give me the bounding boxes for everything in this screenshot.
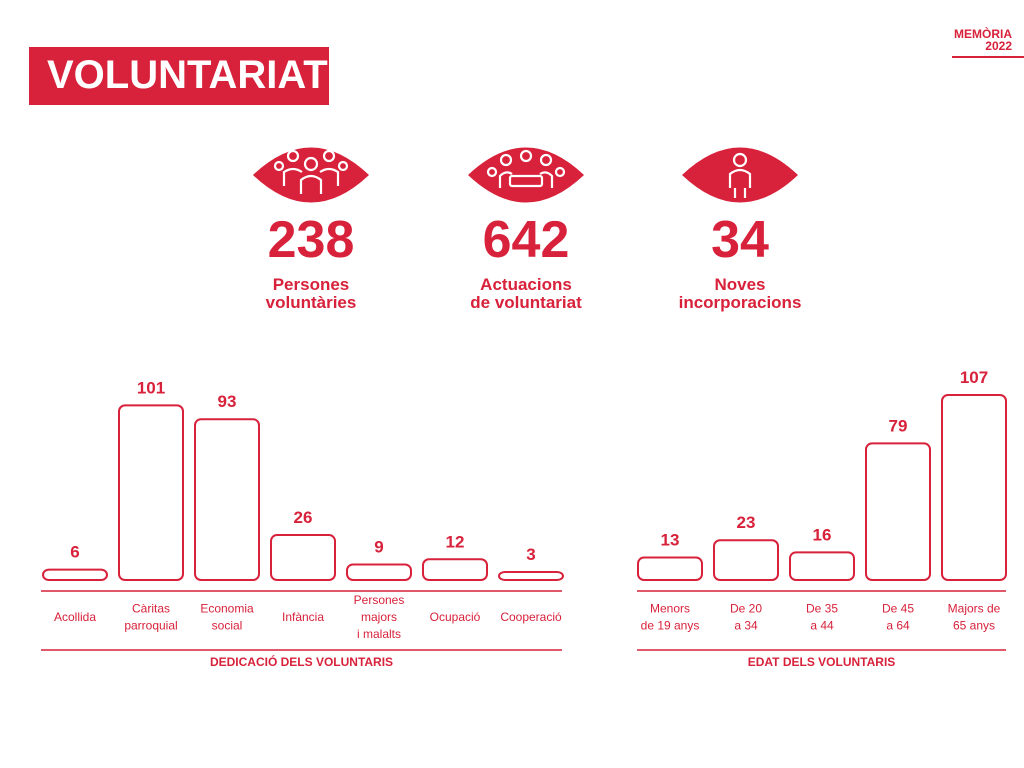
logo-line2: 2022: [985, 39, 1012, 53]
group-eye-icon: [253, 147, 369, 203]
dedicacio-value-label-3: 26: [294, 508, 313, 527]
dedicacio-chart-title: DEDICACIÓ DELS VOLUNTARIS: [210, 654, 393, 669]
edat-value-label-4: 107: [960, 368, 988, 387]
edat-category-label-3: De 45 a 64: [882, 602, 914, 633]
dedicacio-category-label-5: Ocupació: [430, 610, 481, 624]
dedicacio-bar-6: [498, 571, 564, 581]
edat-bar-1: [713, 539, 779, 581]
dedicacio-category-label-0: Acollida: [54, 610, 96, 624]
memoria-logo: MEMÒRIA 2022: [950, 27, 1024, 59]
dedicacio-value-label-4: 9: [374, 537, 383, 556]
page-title-box: VOLUNTARIAT: [29, 47, 329, 105]
dedicacio-value-label-6: 3: [526, 545, 535, 564]
stat-new-label: Noves incorporacions: [678, 275, 802, 312]
edat-bar-0: [637, 556, 703, 582]
dedicacio-value-label-5: 12: [446, 532, 465, 551]
stat-volunteers-label: Persones voluntàries: [265, 275, 357, 312]
dedicacio-category-label-3: Infància: [282, 610, 324, 624]
dedicacio-category-label-2: Economia social: [200, 602, 254, 633]
edat-bar-4: [941, 394, 1007, 581]
edat-value-label-0: 13: [661, 531, 680, 550]
edat-category-label-0: Menors de 19 anys: [641, 602, 700, 633]
dedicacio-bar-4: [346, 563, 412, 582]
dedicacio-bar-3: [270, 534, 336, 582]
person-eye-icon: [682, 147, 798, 203]
logo-rule: [952, 56, 1024, 58]
dedicacio-category-label-1: Càritas parroquial: [124, 602, 177, 633]
edat-category-label-4: Majors de 65 anys: [948, 602, 1001, 633]
edat-value-label-1: 23: [737, 513, 756, 532]
edat-value-label-2: 16: [813, 525, 832, 544]
edat-value-label-3: 79: [889, 416, 908, 435]
page-title: VOLUNTARIAT: [47, 53, 328, 97]
dedicacio-bar-0: [42, 568, 108, 581]
dedicacio-category-label-6: Cooperació: [500, 610, 562, 624]
edat-bar-2: [789, 551, 855, 581]
edat-category-label-2: De 35 a 44: [806, 602, 838, 633]
dedicacio-value-label-0: 6: [70, 543, 79, 562]
stat-actions-value: 642: [482, 211, 570, 269]
logo-line1: MEMÒRIA: [954, 27, 1012, 41]
dedicacio-value-label-1: 101: [137, 378, 165, 397]
edat-bar-3: [865, 442, 931, 582]
meeting-eye-icon: [468, 147, 584, 203]
dedicacio-category-label-4: Persones majors i malalts: [354, 593, 405, 641]
dedicacio-bar-2: [194, 418, 260, 581]
edat-category-label-1: De 20 a 34: [730, 602, 762, 633]
edat-chart-title: EDAT DELS VOLUNTARIS: [748, 655, 896, 669]
stat-new-value: 34: [711, 211, 769, 269]
dedicacio-value-label-2: 93: [218, 392, 237, 411]
dedicacio-bar-5: [422, 558, 488, 581]
stat-new: 34 Noves incorporacions: [630, 142, 850, 312]
stat-volunteers-value: 238: [267, 211, 355, 269]
stat-actions: 642 Actuacions de voluntariat: [416, 142, 636, 312]
stat-actions-label: Actuacions de voluntariat: [470, 275, 582, 312]
stat-volunteers: 238 Persones voluntàries: [201, 142, 421, 312]
dedicacio-bar-1: [118, 404, 184, 582]
